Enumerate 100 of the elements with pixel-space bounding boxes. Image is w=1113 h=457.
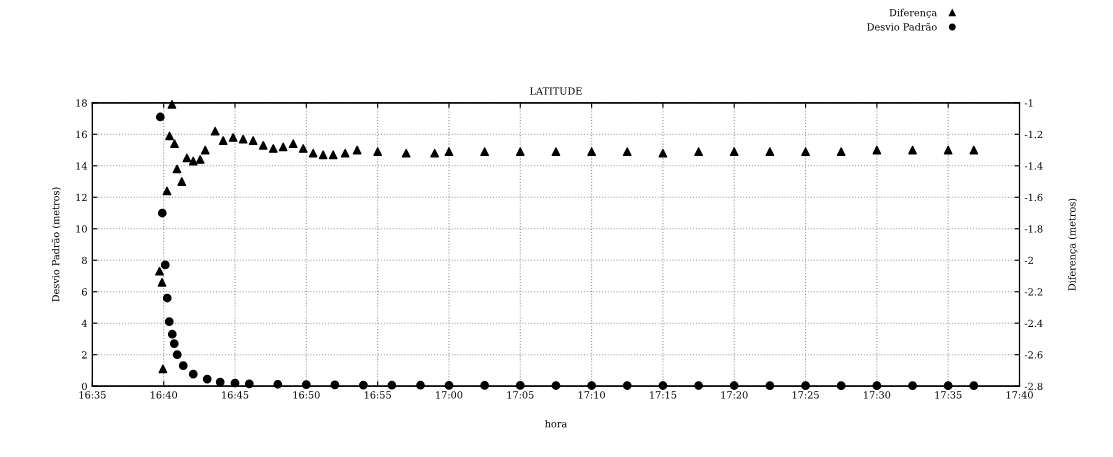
- y-tick-label: 12: [76, 193, 87, 201]
- point: [158, 364, 168, 374]
- point: [162, 293, 172, 303]
- y2-tick-label: -2.2: [1024, 288, 1043, 296]
- y-tick-label: 8: [81, 256, 87, 265]
- x-tick-label: 16:45: [222, 391, 249, 399]
- x-tick-label: 17:35: [935, 391, 962, 399]
- point: [401, 148, 411, 158]
- point: [801, 147, 810, 156]
- point: [167, 100, 177, 109]
- point: [587, 381, 597, 390]
- x-axis-title: hora: [545, 419, 567, 428]
- point: [908, 145, 917, 155]
- point: [172, 350, 182, 360]
- point: [169, 339, 179, 349]
- y2-axis-title: Diferença (metros): [1068, 198, 1078, 291]
- point: [164, 317, 174, 326]
- point: [373, 147, 383, 156]
- x-tick-label: 16:50: [293, 391, 320, 399]
- point: [444, 147, 454, 156]
- point: [210, 126, 220, 136]
- x-tick-label: 17:40: [1006, 391, 1033, 399]
- point: [943, 145, 953, 155]
- point: [969, 145, 979, 155]
- point: [729, 147, 739, 156]
- y2-tick-label: -2.6: [1024, 351, 1043, 359]
- point: [268, 144, 278, 153]
- point: [480, 147, 490, 156]
- y2-tick-label: -2.8: [1024, 382, 1043, 390]
- point: [200, 145, 210, 155]
- point: [218, 136, 228, 145]
- point: [167, 329, 177, 339]
- point: [170, 139, 179, 149]
- y-tick-label: 10: [76, 225, 87, 233]
- x-tick-label: 17:05: [507, 391, 534, 399]
- x-tick-label: 17:10: [578, 391, 605, 399]
- chart-title: LATITUDE: [530, 87, 582, 95]
- point: [155, 266, 164, 276]
- point: [308, 148, 318, 158]
- point: [160, 260, 170, 270]
- point: [801, 381, 810, 391]
- point: [178, 361, 188, 371]
- point: [188, 369, 198, 379]
- y-tick-label: 6: [81, 288, 87, 296]
- x-tick-label: 17:15: [650, 391, 677, 399]
- legend-label: Desvio Padrão: [867, 22, 937, 31]
- point: [587, 147, 597, 156]
- x-tick-label: 16:40: [150, 391, 178, 399]
- point: [162, 186, 172, 196]
- y-tick-label: 0: [81, 382, 87, 390]
- y-tick-label: 16: [76, 130, 87, 139]
- y2-tick-label: -1.2: [1024, 130, 1043, 139]
- point: [515, 147, 525, 156]
- y-tick-label: 18: [76, 99, 87, 107]
- point: [622, 147, 632, 156]
- point: [658, 148, 668, 158]
- point: [228, 133, 238, 142]
- point: [273, 379, 283, 389]
- point: [202, 374, 212, 384]
- point: [551, 147, 561, 156]
- y-axis-title: Desvio Padrão (metros): [51, 187, 61, 302]
- point: [182, 153, 192, 163]
- point: [165, 131, 174, 141]
- point: [301, 380, 311, 389]
- y2-tick-label: -2.4: [1024, 319, 1043, 328]
- point: [480, 381, 490, 390]
- point: [836, 147, 846, 156]
- y-tick-label: 4: [81, 319, 88, 327]
- point: [258, 140, 268, 150]
- point: [622, 381, 632, 390]
- point: [694, 381, 703, 390]
- point: [195, 155, 205, 164]
- point: [155, 112, 165, 122]
- point: [215, 377, 225, 387]
- point: [248, 136, 258, 145]
- point: [288, 139, 298, 149]
- point: [352, 145, 362, 155]
- point: [551, 381, 561, 390]
- x-tick-label: 17:00: [436, 391, 463, 399]
- point: [318, 150, 328, 160]
- point: [694, 147, 703, 156]
- y-tick-label: 2: [81, 351, 87, 359]
- y2-tick-label: -1.4: [1024, 162, 1043, 170]
- point: [278, 142, 288, 152]
- y-tick-label: 14: [76, 162, 88, 170]
- point: [172, 164, 182, 174]
- y2-tick-label: -1.8: [1024, 225, 1043, 233]
- x-tick-label: 16:55: [364, 391, 391, 399]
- point: [328, 150, 338, 160]
- legend-label: Diferença: [889, 8, 937, 19]
- point: [729, 381, 739, 390]
- point: [157, 277, 167, 287]
- x-tick-label: 17:25: [792, 391, 819, 399]
- x-tick-label: 16:35: [79, 391, 106, 399]
- point: [658, 381, 668, 390]
- point: [177, 177, 187, 186]
- y2-tick-label: -1.6: [1024, 193, 1043, 202]
- point: [244, 379, 254, 389]
- point: [430, 148, 440, 158]
- x-tick-label: 17:20: [721, 391, 748, 399]
